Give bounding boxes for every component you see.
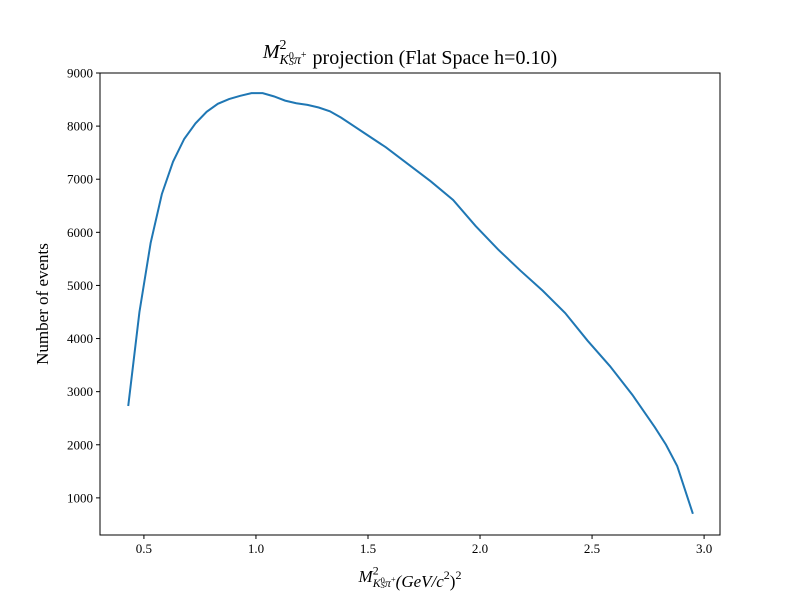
x-tick-label: 2.0 [472,541,488,556]
math-part: 2 [373,563,379,577]
math-part: (GeV/c [396,572,445,591]
y-tick-label: 3000 [67,384,93,399]
math-part: M [262,41,281,63]
y-tick-label: 9000 [67,66,93,81]
math-part: π [385,576,392,590]
plot-frame [99,72,721,536]
math-part: + [391,574,396,584]
math-part: S [289,57,294,68]
x-tick-label: 0.5 [136,541,152,556]
math-part: 2 [280,38,287,53]
data-line [127,92,694,515]
math-part: S [381,580,386,590]
y-tick-label: 2000 [67,437,93,452]
math-part: 0 [289,51,294,62]
math-part: K [372,576,382,590]
y-axis-label: Number of events [33,243,52,365]
x-tick-label: 1.5 [360,541,376,556]
math-part: K [279,53,290,68]
math-part: 2 [455,568,461,582]
y-tick-label: 7000 [67,172,93,187]
math-part: projection (Flat Space h=0.10) [313,47,558,69]
math-part: π [294,53,302,68]
math-part: ) [450,572,456,591]
y-tick-label: 5000 [67,278,93,293]
math-part: 0 [381,575,385,585]
math-part: M [358,567,374,586]
x-tick-label: 1.0 [248,541,264,556]
x-axis-label: M2 K0 Sπ+(GeV/c2)2 [358,563,462,591]
y-tick-label: 1000 [67,490,93,505]
y-tick-label: 4000 [67,331,93,346]
x-tick-label: 3.0 [696,541,712,556]
y-tick-label: 8000 [67,119,93,134]
math-part: + [301,50,307,61]
chart-title: M2 K0 Sπ+ projection (Flat Space h=0.10) [262,38,557,69]
y-tick-label: 6000 [67,225,93,240]
x-tick-label: 2.5 [584,541,600,556]
math-part: 2 [444,568,450,582]
